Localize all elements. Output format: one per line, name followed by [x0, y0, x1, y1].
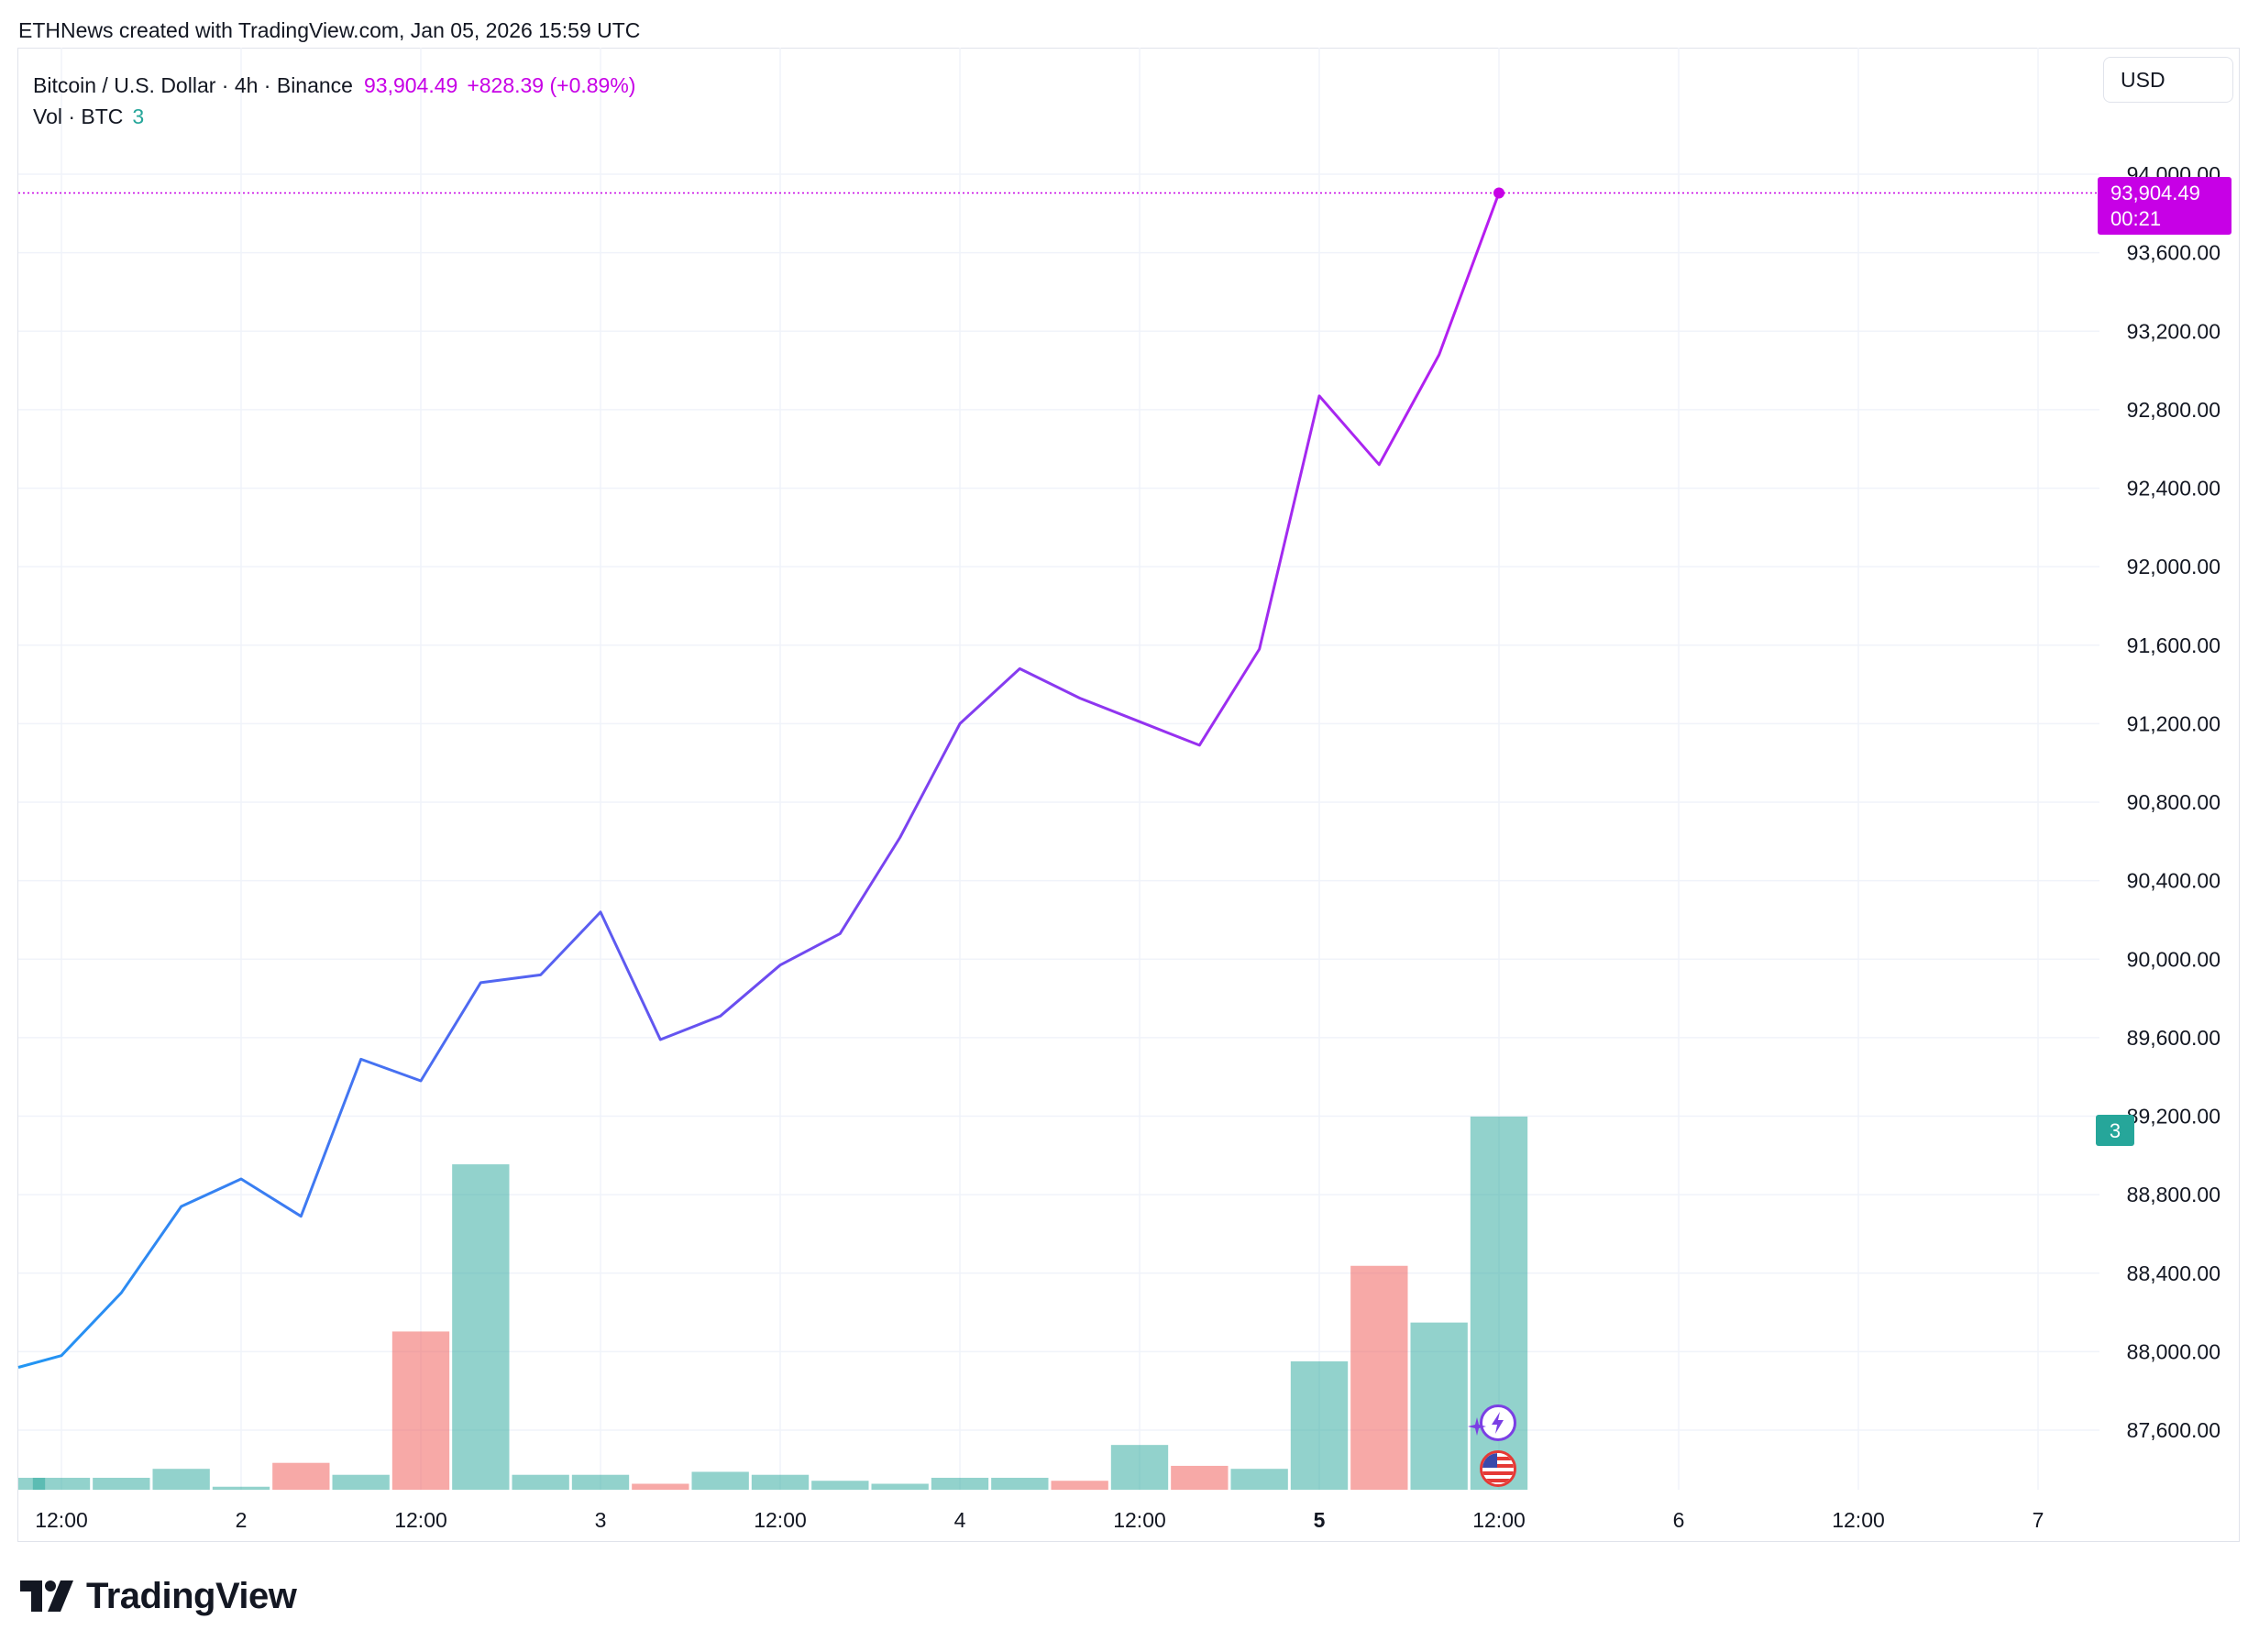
volume-indicator-value: 3 [132, 105, 145, 128]
volume-bar [391, 1331, 450, 1490]
chart-frame [17, 48, 2240, 1542]
tradingview-logo-icon [20, 1580, 73, 1612]
volume-bar [632, 1483, 689, 1490]
time-axis-label: 12:00 [1472, 1508, 1526, 1532]
chart-legend: Bitcoin / U.S. Dollar · 4h · Binance 93,9… [33, 70, 635, 132]
time-axis-label: 5 [1314, 1508, 1326, 1532]
legend-last-price: 93,904.49 [363, 73, 458, 97]
price-axis-label: 88,000.00 [2127, 1339, 2220, 1363]
time-axis-label: 4 [954, 1508, 966, 1532]
price-axis-label: 91,200.00 [2127, 711, 2220, 735]
price-axis-label: 91,600.00 [2127, 633, 2220, 657]
volume-bar [931, 1477, 989, 1490]
volume-bar [811, 1481, 869, 1490]
volume-bar [991, 1477, 1049, 1490]
price-axis-label: 93,600.00 [2127, 241, 2220, 265]
price-axis[interactable]: 87,600.00 88,000.00 88,400.00 88,800.00 89,2… [2127, 162, 2220, 1442]
price-axis-label: 87,600.00 [2127, 1418, 2220, 1442]
price-axis-label: 90,000.00 [2127, 947, 2220, 971]
time-axis-label: 12:00 [754, 1508, 807, 1532]
volume-bar [212, 1486, 270, 1490]
volume-bar [1410, 1322, 1468, 1490]
volume-bar [272, 1462, 330, 1490]
time-axis-label: 12:00 [1113, 1508, 1166, 1532]
volume-bar [332, 1474, 390, 1490]
last-price-tag-value: 93,904.49 [2110, 182, 2200, 204]
volume-bar [871, 1483, 929, 1490]
lightning-event-icon[interactable] [1480, 1404, 1516, 1441]
price-axis-label: 93,200.00 [2127, 319, 2220, 343]
volume-bar [1110, 1445, 1169, 1490]
volume-bar [1051, 1481, 1108, 1490]
time-axis-label: 12:00 [394, 1508, 447, 1532]
price-axis-label: 92,800.00 [2127, 398, 2220, 422]
volume-bar [512, 1474, 569, 1490]
price-axis-label: 92,000.00 [2127, 555, 2220, 578]
tradingview-wordmark: TradingView [86, 1575, 297, 1616]
volume-bar [1350, 1265, 1408, 1490]
volume-bars [18, 1116, 1528, 1490]
volume-bar [691, 1471, 749, 1490]
time-axis-label: 6 [1673, 1508, 1685, 1532]
sparkle-icon [1467, 1416, 1487, 1437]
price-axis-label: 89,600.00 [2127, 1026, 2220, 1050]
chart-attribution: ETHNews created with TradingView.com, Ja… [18, 18, 641, 42]
volume-indicator-title[interactable]: Vol · BTC [33, 105, 124, 128]
volume-bar [32, 1477, 91, 1490]
last-price-point [1493, 187, 1504, 199]
price-line [17, 192, 1501, 1369]
volume-bar [751, 1474, 810, 1490]
price-axis-label: 88,800.00 [2127, 1183, 2220, 1206]
volume-bar [1290, 1360, 1349, 1490]
time-axis-label: 3 [595, 1508, 607, 1532]
currency-button[interactable]: USD [2103, 57, 2233, 103]
legend-change: +828.39 (+0.89%) [467, 73, 636, 97]
chart-grid [18, 48, 2099, 1490]
candle-countdown: 00:21 [2110, 207, 2161, 230]
price-axis-label: 90,400.00 [2127, 869, 2220, 893]
time-axis-label: 12:00 [35, 1508, 88, 1532]
price-axis-label: 89,200.00 [2127, 1105, 2220, 1129]
last-price-tag: 93,904.49 00:21 [2098, 177, 2231, 235]
volume-bar [571, 1474, 630, 1490]
us-flag-event-icon[interactable] [1480, 1450, 1516, 1487]
tradingview-logo[interactable]: TradingView [20, 1573, 297, 1619]
time-axis-label: 7 [2033, 1508, 2044, 1532]
volume-bar [93, 1477, 150, 1490]
time-axis[interactable]: 12:00 2 12:00 3 12:00 4 12:00 5 12:00 6 12:00 7 [35, 1508, 2044, 1532]
time-axis-label: 2 [236, 1508, 248, 1532]
volume-bar [152, 1469, 210, 1490]
price-axis-label: 88,400.00 [2127, 1261, 2220, 1285]
volume-tag-value: 3 [2110, 1119, 2121, 1142]
time-axis-label: 12:00 [1832, 1508, 1885, 1532]
volume-bar [1171, 1465, 1229, 1490]
volume-tag: 3 [2096, 1115, 2134, 1146]
price-axis-label: 92,400.00 [2127, 477, 2220, 501]
price-axis-label: 90,800.00 [2127, 790, 2220, 814]
volume-bar [452, 1164, 510, 1490]
symbol-title[interactable]: Bitcoin / U.S. Dollar · 4h · Binance [33, 73, 353, 97]
volume-bar [1230, 1469, 1288, 1490]
